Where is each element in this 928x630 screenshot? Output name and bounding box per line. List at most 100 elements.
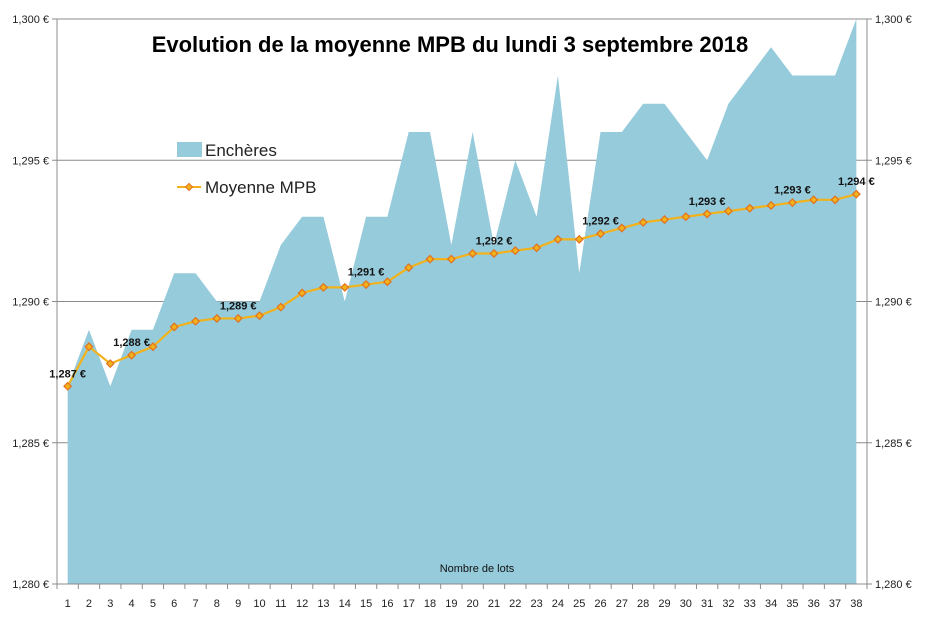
moyenne-mpb-marker [787, 198, 797, 208]
moyenne-mpb-marker [681, 212, 691, 222]
x-tick-label: 27 [616, 598, 628, 610]
moyenne-mpb-marker [361, 280, 371, 290]
moyenne-mpb-marker [510, 246, 520, 256]
y-tick-label-right: 1,295 € [875, 155, 912, 167]
y-tick-label-right: 1,280 € [875, 579, 912, 591]
moyenne-mpb-marker [276, 302, 286, 312]
x-axis-title: Nombre de lots [440, 563, 515, 575]
encheres-area [67, 19, 857, 584]
moyenne-mpb-marker [766, 200, 776, 210]
y-tick-label-right: 1,290 € [875, 297, 912, 309]
x-tick-label: 19 [445, 598, 457, 610]
y-tick-label-left: 1,300 € [12, 14, 49, 26]
x-tick-label: 1 [65, 598, 71, 610]
x-tick-label: 9 [235, 598, 241, 610]
x-tick-label: 31 [701, 598, 713, 610]
y-tick-label-right: 1,285 € [875, 438, 912, 450]
moyenne-mpb-marker [105, 359, 115, 369]
x-tick-label: 7 [192, 598, 198, 610]
y-tick-label-left: 1,295 € [12, 155, 49, 167]
legend-label-moyenne: Moyenne MPB [205, 178, 317, 197]
x-tick-label: 15 [360, 598, 372, 610]
moyenne-mpb-marker [468, 248, 478, 259]
x-tick-label: 26 [594, 598, 606, 610]
x-tick-label: 11 [275, 598, 286, 610]
x-tick-label: 5 [150, 598, 156, 610]
x-tick-label: 12 [296, 598, 308, 610]
moyenne-mpb-marker [169, 322, 179, 332]
x-tick-label: 18 [424, 598, 436, 610]
moyenne-mpb-marker [638, 217, 648, 227]
legend-marker-moyenne [184, 182, 194, 192]
x-tick-label: 33 [744, 598, 756, 610]
x-tick-label: 21 [488, 598, 500, 610]
moyenne-mpb-marker [745, 203, 755, 213]
moyenne-mpb-marker [489, 248, 499, 259]
moyenne-mpb-marker [318, 282, 328, 292]
x-tick-label: 23 [530, 598, 542, 610]
moyenne-mpb-marker [830, 195, 840, 205]
moyenne-mpb-marker [574, 234, 584, 244]
x-tick-label: 36 [808, 598, 820, 610]
x-tick-label: 34 [765, 598, 777, 610]
moyenne-mpb-marker [702, 209, 712, 219]
x-tick-label: 8 [214, 598, 220, 610]
x-tick-label: 16 [381, 598, 393, 610]
moyenne-mpb-marker [212, 313, 222, 323]
x-tick-label: 10 [253, 598, 265, 610]
y-tick-label-left: 1,290 € [12, 297, 49, 309]
chart-title: Evolution de la moyenne MPB du lundi 3 s… [152, 32, 749, 57]
x-tick-label: 6 [171, 598, 177, 610]
x-tick-label: 20 [467, 598, 479, 610]
legend-swatch-encheres [177, 142, 202, 157]
moyenne-mpb-marker [63, 381, 73, 391]
moyenne-mpb-marker [340, 282, 350, 292]
y-tick-label-left: 1,280 € [12, 579, 49, 591]
moyenne-mpb-marker [659, 215, 670, 225]
x-tick-label: 4 [129, 598, 135, 610]
x-tick-label: 35 [786, 598, 798, 610]
moyenne-mpb-marker [127, 350, 137, 360]
moyenne-mpb-marker [191, 316, 201, 326]
data-labels: 1,287 € 1,288 € 1,289 € 1,291 € 1,292 € 1,292… [49, 176, 874, 380]
moyenne-mpb-line [63, 189, 861, 391]
data-label: 1,294 € [838, 176, 875, 188]
x-tick-label: 13 [317, 598, 329, 610]
x-tick-label: 32 [722, 598, 734, 610]
moyenne-mpb-marker [84, 342, 94, 352]
x-tick-label: 22 [509, 598, 521, 610]
moyenne-mpb-marker [404, 263, 414, 273]
x-tick-label: 3 [107, 598, 113, 610]
moyenne-mpb-marker [233, 313, 243, 323]
x-tick-label: 17 [403, 598, 415, 610]
x-tick-label: 29 [658, 598, 670, 610]
moyenne-mpb-marker [809, 195, 819, 205]
x-tick-label: 2 [86, 598, 92, 610]
data-label: 1,291 € [348, 267, 385, 279]
x-tick-label: 25 [573, 598, 585, 610]
x-tick-label: 30 [680, 598, 692, 610]
y-tick-label-right: 1,300 € [875, 14, 912, 26]
x-tick-label: 24 [552, 598, 564, 610]
data-label: 1,292 € [476, 235, 513, 247]
moyenne-mpb-marker [532, 243, 542, 253]
moyenne-mpb-marker [254, 311, 265, 321]
data-label: 1,293 € [774, 185, 811, 197]
data-label: 1,287 € [49, 368, 86, 380]
x-tick-label: 28 [637, 598, 649, 610]
moyenne-mpb-marker [148, 342, 158, 352]
axes: 1,280 € 1,280 € 1,285 € 1,285 € 1,290 € 1,290… [12, 14, 911, 610]
encheres-area-fill [67, 19, 857, 584]
moyenne-mpb-marker [851, 189, 861, 199]
x-tick-label: 38 [850, 598, 862, 610]
x-tick-label: 37 [829, 598, 841, 610]
moyenne-mpb-marker [446, 254, 456, 264]
moyenne-mpb-marker [617, 223, 627, 233]
moyenne-mpb-marker [425, 254, 435, 264]
data-label: 1,292 € [582, 216, 619, 228]
data-label: 1,293 € [689, 196, 726, 208]
moyenne-mpb-marker [382, 277, 392, 287]
moyenne-mpb-marker [297, 288, 307, 298]
data-label: 1,289 € [220, 300, 257, 312]
